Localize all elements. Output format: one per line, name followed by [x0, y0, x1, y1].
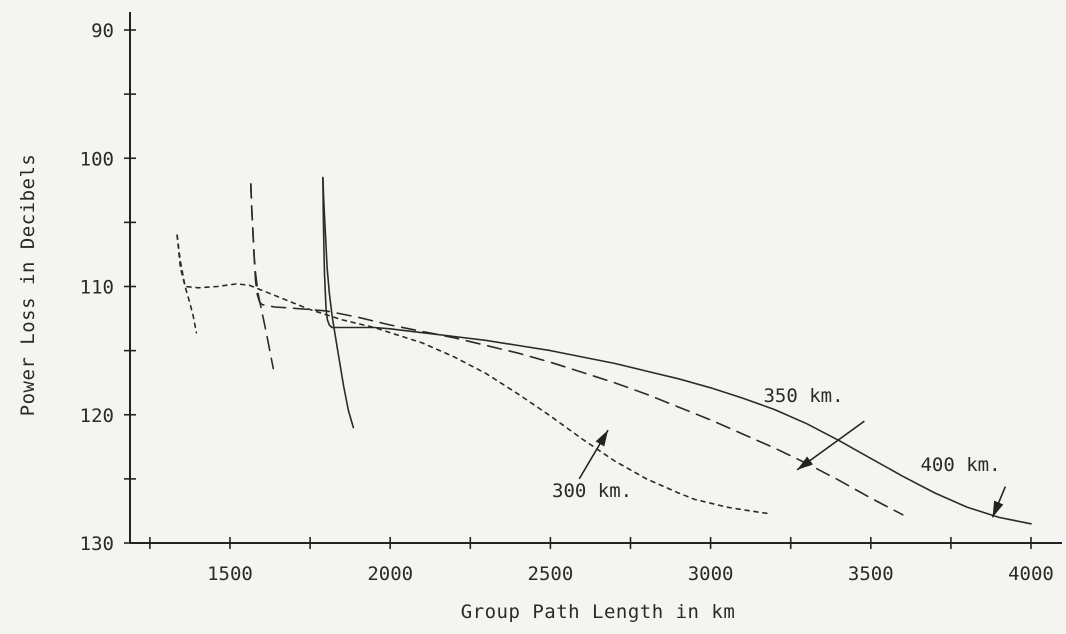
y-tick-label: 110	[80, 277, 114, 299]
series-400-km-line-2	[322, 176, 1032, 525]
x-tick-label: 2000	[367, 563, 413, 585]
annotation-label-300-km: 300 km.	[552, 480, 632, 502]
x-tick-label: 2500	[528, 563, 574, 585]
annotation-label-400-km: 400 km.	[920, 454, 1000, 476]
series-300-km-line-2	[176, 234, 770, 515]
x-tick-label: 4000	[1008, 563, 1054, 585]
x-axis-title: Group Path Length in km	[461, 601, 736, 623]
annotation-arrowhead-300-km	[595, 430, 609, 447]
annotation-label-350-km: 350 km.	[763, 385, 843, 407]
annotation-arrowhead-400-km	[992, 500, 1004, 518]
series-350-km-line-2	[250, 183, 904, 516]
y-tick-label: 130	[80, 533, 114, 555]
y-tick-label: 90	[91, 20, 114, 42]
series-300-km-line-1	[176, 234, 198, 334]
series-400-km-line-1	[322, 176, 355, 429]
x-tick-label: 3500	[848, 563, 894, 585]
series-layer	[176, 176, 1032, 525]
annotation-layer: 300 km. 350 km. 400 km.	[552, 385, 1007, 518]
series-350-km-line-1	[250, 183, 275, 370]
y-tick-label: 100	[80, 148, 114, 170]
axes: 90 100 110 120 130 1500 2000 2500 3000 3500 4000	[80, 12, 1062, 585]
x-tick-label: 3000	[688, 563, 734, 585]
x-tick-label: 1500	[207, 563, 253, 585]
annotation-arrowhead-350-km	[797, 456, 813, 470]
y-tick-label: 120	[80, 405, 114, 427]
y-axis-title: Power Loss in Decibels	[17, 154, 39, 417]
